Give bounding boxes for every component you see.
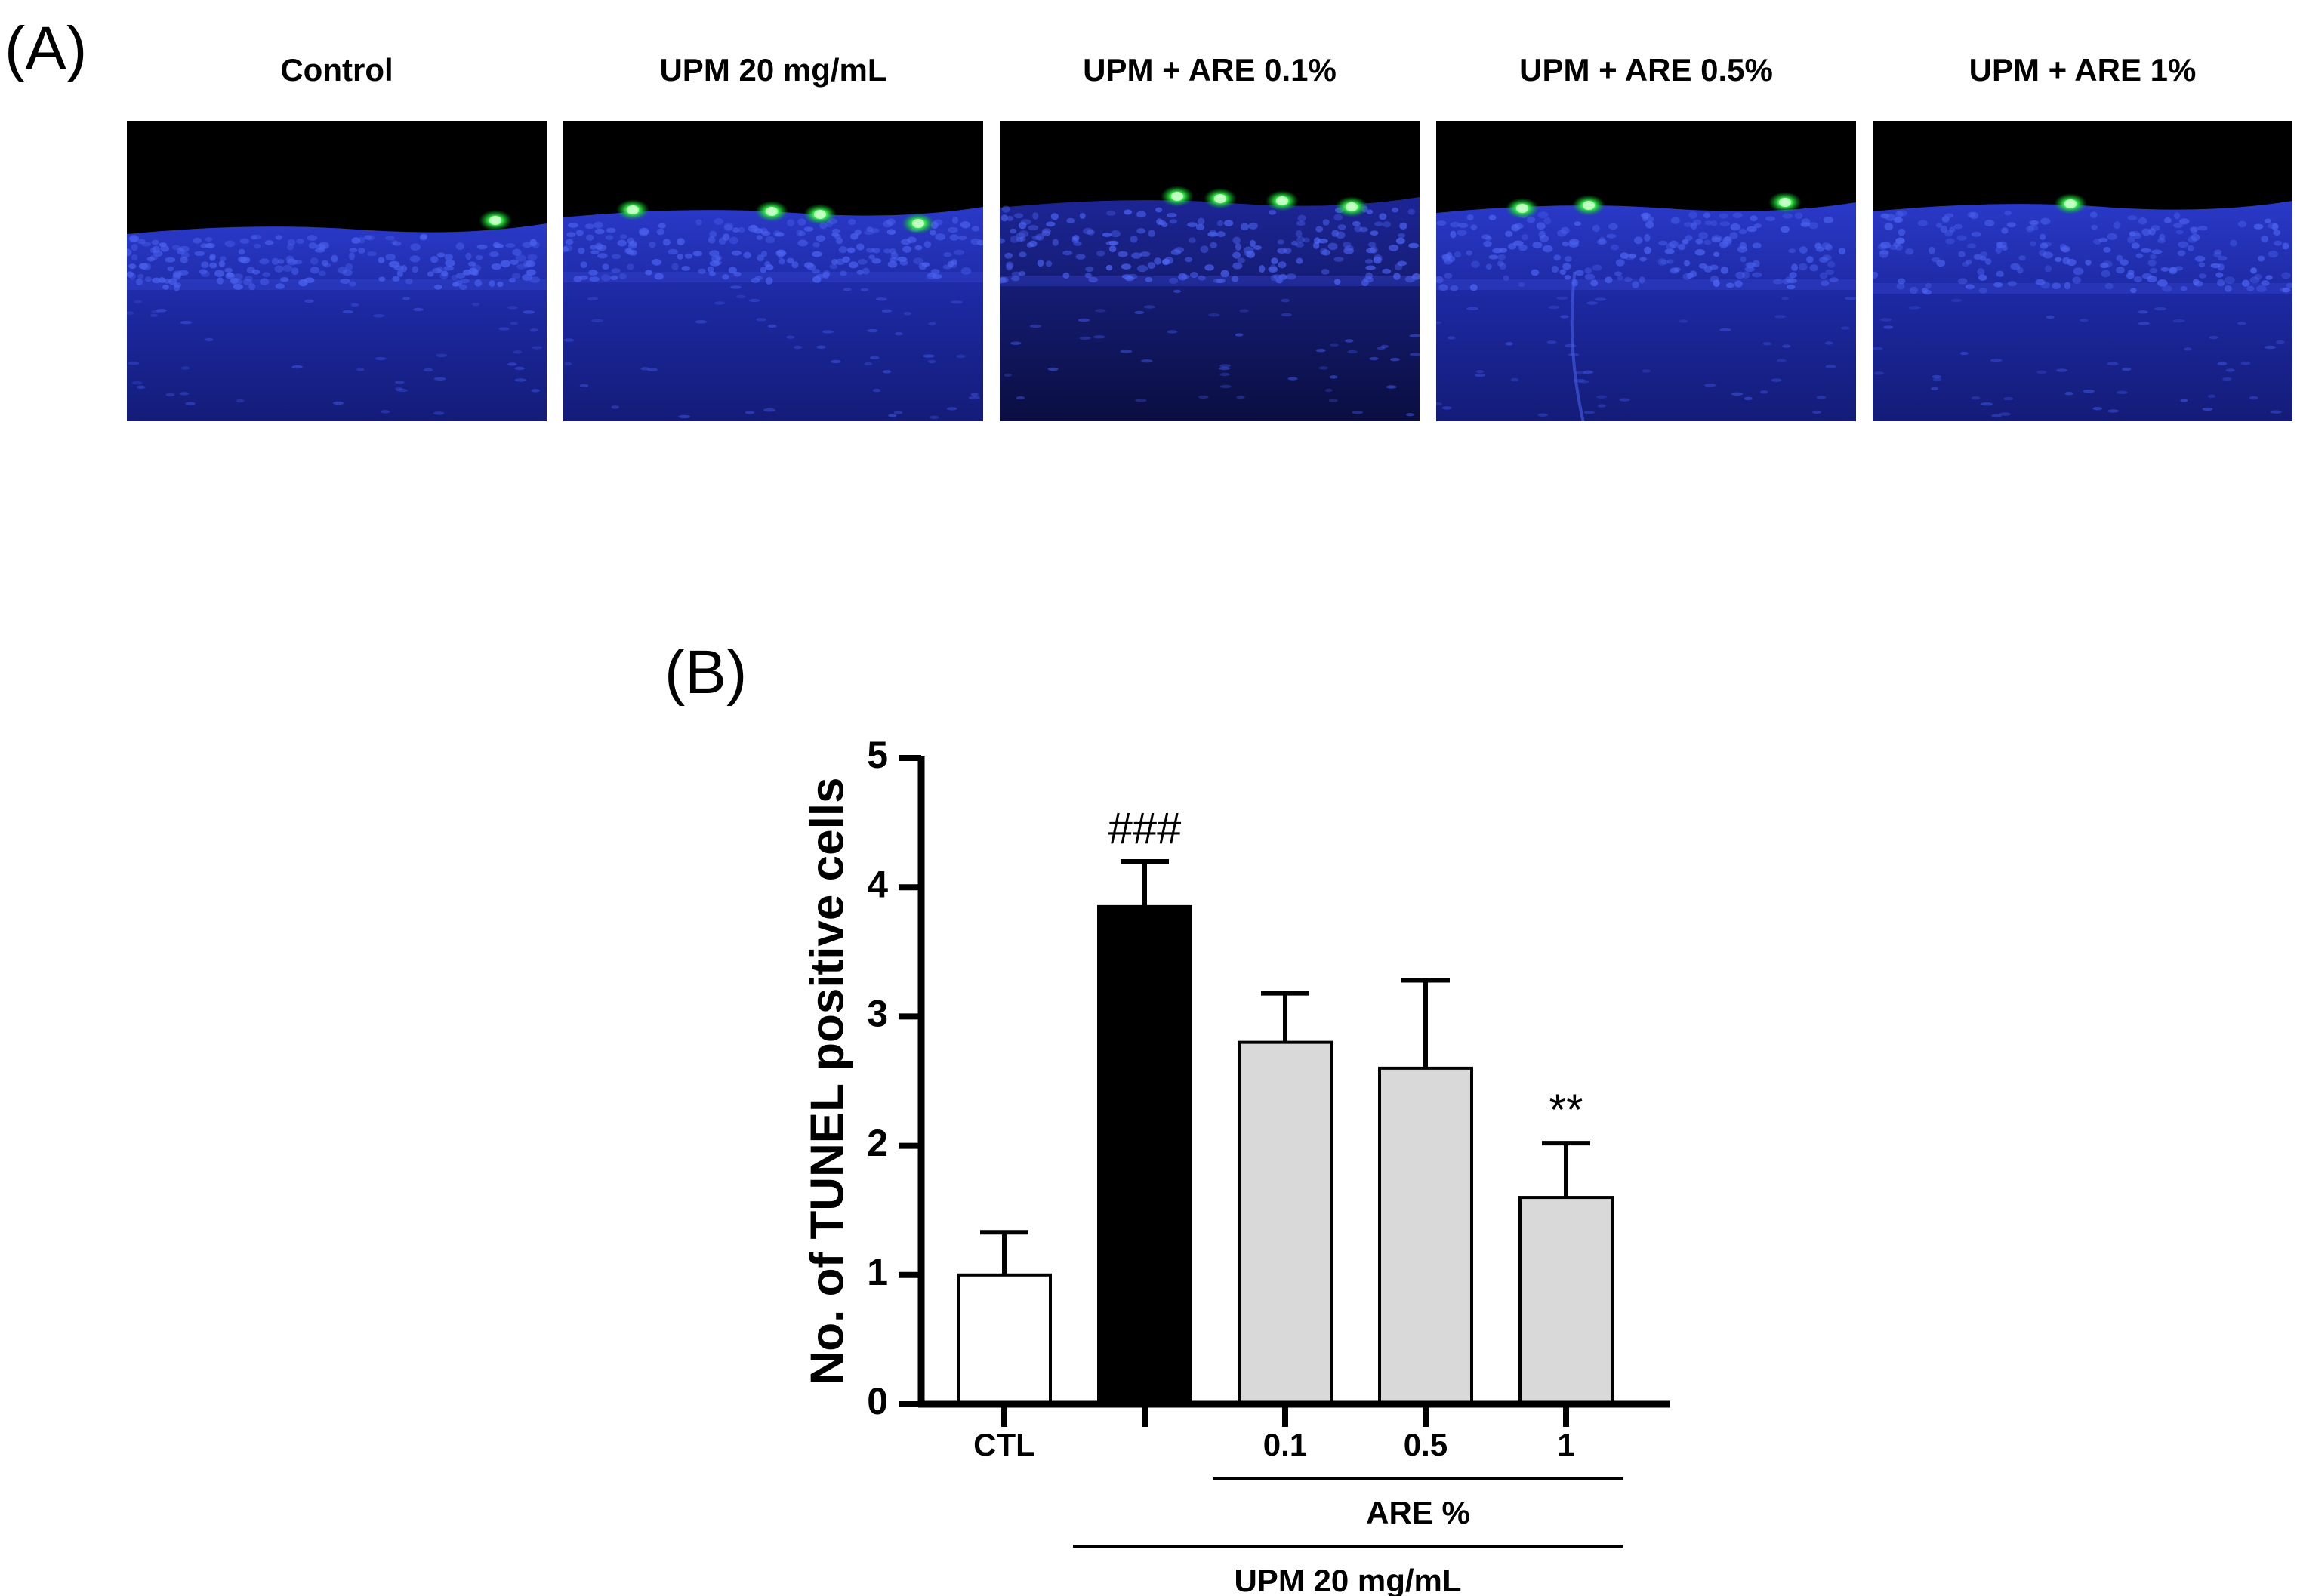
x-tick-label-3: 0.5 <box>1404 1427 1448 1462</box>
x-tick-label-4: 1 <box>1557 1427 1574 1462</box>
error-bar-2 <box>1261 991 1309 1043</box>
y-tick-label-2: 2 <box>867 1122 888 1164</box>
micrograph-title-control: Control <box>280 52 393 88</box>
group-bracket-1: UPM 20 mg/mL <box>1073 1545 1623 1596</box>
bar-4 <box>1518 1196 1614 1406</box>
micrograph-svg <box>563 121 983 421</box>
micrograph-title-upm-are-1: UPM + ARE 1% <box>1969 52 2197 88</box>
error-bar-0 <box>980 1230 1028 1275</box>
y-tick-label-0: 0 <box>867 1380 888 1422</box>
significance-4: ** <box>1549 1086 1583 1135</box>
micrograph-svg <box>1000 121 1420 421</box>
bar-3 <box>1378 1066 1473 1406</box>
y-tick-label-5: 5 <box>867 734 888 776</box>
bar-0 <box>957 1273 1052 1407</box>
micrograph-svg <box>1873 121 2292 421</box>
group-label-0: ARE % <box>1366 1495 1470 1530</box>
group-label-1: UPM 20 mg/mL <box>1234 1563 1461 1596</box>
x-tick-label-2: 0.1 <box>1263 1427 1307 1462</box>
micrograph-title-upm-are-01: UPM + ARE 0.1% <box>1083 52 1337 88</box>
bar-2 <box>1238 1040 1333 1406</box>
error-bar-3 <box>1401 978 1450 1068</box>
error-bar-1 <box>1121 858 1169 907</box>
y-axis-label: No. of TUNEL positive cells <box>801 777 853 1385</box>
micrograph-image-upm-are-01 <box>1000 121 1420 421</box>
y-tick-label-3: 3 <box>867 993 888 1035</box>
y-tick-label-4: 4 <box>867 863 888 905</box>
significance-1: ### <box>1108 804 1182 853</box>
micrograph-title-upm: UPM 20 mg/mL <box>659 52 887 88</box>
micrograph-image-control <box>127 121 547 421</box>
panel-a-label: (A) <box>5 14 88 83</box>
micrograph-image-upm-are-1 <box>1873 121 2292 421</box>
group-bracket-0: ARE % <box>1213 1477 1623 1530</box>
micrograph-svg <box>127 121 547 421</box>
micrograph-svg <box>1436 121 1856 421</box>
micrograph-title-upm-are-05: UPM + ARE 0.5% <box>1519 52 1773 88</box>
micrograph-image-upm <box>563 121 983 421</box>
micrograph-image-upm-are-05 <box>1436 121 1856 421</box>
y-tick-label-1: 1 <box>867 1251 888 1293</box>
error-bar-4 <box>1542 1141 1590 1198</box>
x-tick-label-0: CTL <box>973 1427 1035 1462</box>
bar-1 <box>1097 904 1192 1406</box>
panel-b-label: (B) <box>664 638 748 707</box>
